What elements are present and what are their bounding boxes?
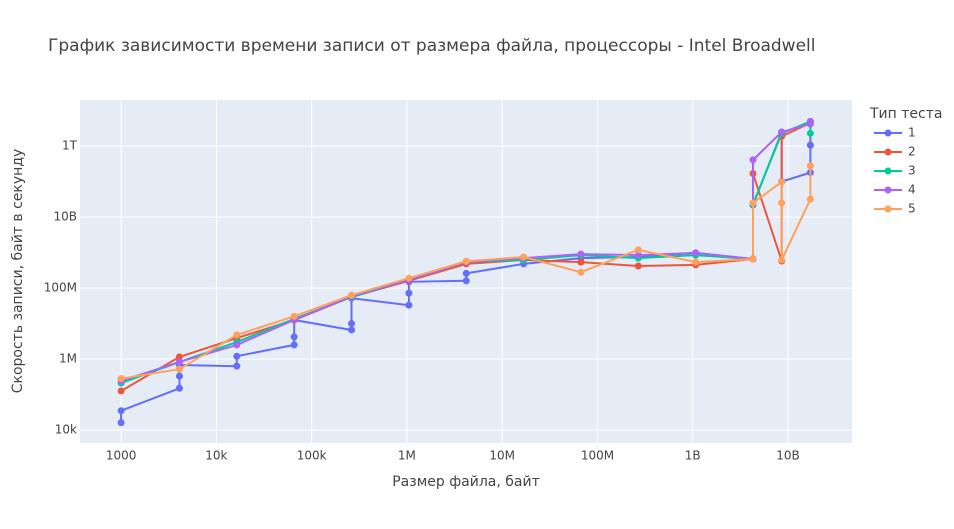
data-point bbox=[175, 358, 183, 366]
data-point bbox=[749, 199, 757, 207]
legend-label: 3 bbox=[908, 164, 916, 178]
series-line bbox=[120, 122, 811, 392]
data-point bbox=[348, 291, 356, 299]
legend-marker bbox=[884, 167, 892, 175]
data-point bbox=[175, 353, 183, 361]
data-point bbox=[175, 372, 183, 380]
data-point bbox=[233, 352, 241, 360]
legend-marker bbox=[884, 129, 892, 137]
data-point bbox=[634, 262, 642, 270]
data-point bbox=[778, 199, 786, 207]
data-point bbox=[233, 341, 241, 349]
y-tick-label: 1M bbox=[59, 352, 77, 366]
data-point bbox=[778, 256, 786, 264]
data-point bbox=[290, 312, 298, 320]
data-point bbox=[692, 249, 700, 257]
legend-marker bbox=[884, 148, 892, 156]
grid bbox=[80, 100, 852, 443]
data-point bbox=[117, 387, 125, 395]
data-point bbox=[806, 117, 814, 125]
data-point bbox=[634, 251, 642, 259]
y-tick-label: 1T bbox=[62, 139, 78, 153]
data-point bbox=[634, 246, 642, 254]
x-axis-label: Размер файла, байт bbox=[392, 474, 540, 490]
legend-label: 2 bbox=[908, 145, 916, 159]
data-point bbox=[233, 331, 241, 339]
data-point bbox=[520, 253, 528, 261]
data-point bbox=[806, 141, 814, 149]
x-tick-label: 1B bbox=[685, 449, 701, 463]
data-point bbox=[117, 407, 125, 415]
legend-marker bbox=[884, 186, 892, 194]
y-axis-label: Скорость записи, байт в секунду bbox=[10, 149, 26, 394]
y-tick-label: 10k bbox=[55, 422, 77, 436]
data-point bbox=[577, 258, 585, 266]
x-tick-label: 10M bbox=[489, 449, 515, 463]
data-point bbox=[806, 195, 814, 203]
chart-title: График зависимости времени записи от раз… bbox=[48, 36, 815, 56]
data-point bbox=[348, 320, 356, 328]
data-point bbox=[577, 268, 585, 276]
y-tick-label: 10B bbox=[53, 210, 77, 224]
data-point bbox=[462, 269, 470, 277]
data-point bbox=[175, 384, 183, 392]
data-point bbox=[405, 289, 413, 297]
data-point bbox=[462, 277, 470, 285]
x-tick-label: 1M bbox=[398, 449, 416, 463]
legend-marker bbox=[884, 205, 892, 213]
series-line bbox=[120, 119, 812, 385]
data-point bbox=[233, 362, 241, 370]
x-tick-label: 10B bbox=[776, 449, 800, 463]
legend-label: 4 bbox=[908, 183, 916, 197]
data-point bbox=[806, 129, 814, 137]
x-tick-label: 100M bbox=[581, 449, 614, 463]
x-tick-label: 10k bbox=[205, 449, 227, 463]
data-point bbox=[778, 128, 786, 136]
plot bbox=[117, 117, 814, 427]
series-line bbox=[120, 121, 812, 382]
data-point bbox=[405, 274, 413, 282]
data-point bbox=[290, 333, 298, 341]
y-tick-label: 100M bbox=[44, 281, 77, 295]
data-point bbox=[462, 257, 470, 265]
data-point bbox=[806, 162, 814, 170]
legend-label: 1 bbox=[908, 126, 916, 140]
data-point bbox=[577, 250, 585, 258]
data-point bbox=[692, 258, 700, 266]
data-point bbox=[290, 341, 298, 349]
x-tick-label: 100k bbox=[297, 449, 327, 463]
data-point bbox=[117, 419, 125, 427]
data-point bbox=[749, 156, 757, 164]
data-point bbox=[405, 301, 413, 309]
x-tick-label: 1000 bbox=[106, 449, 137, 463]
legend-title: Тип теста bbox=[869, 106, 942, 122]
series-line bbox=[120, 165, 812, 380]
data-point bbox=[175, 365, 183, 373]
data-point bbox=[749, 255, 757, 263]
data-point bbox=[117, 375, 125, 383]
data-point bbox=[778, 178, 786, 186]
data-point bbox=[348, 326, 356, 334]
legend-label: 5 bbox=[908, 202, 916, 216]
